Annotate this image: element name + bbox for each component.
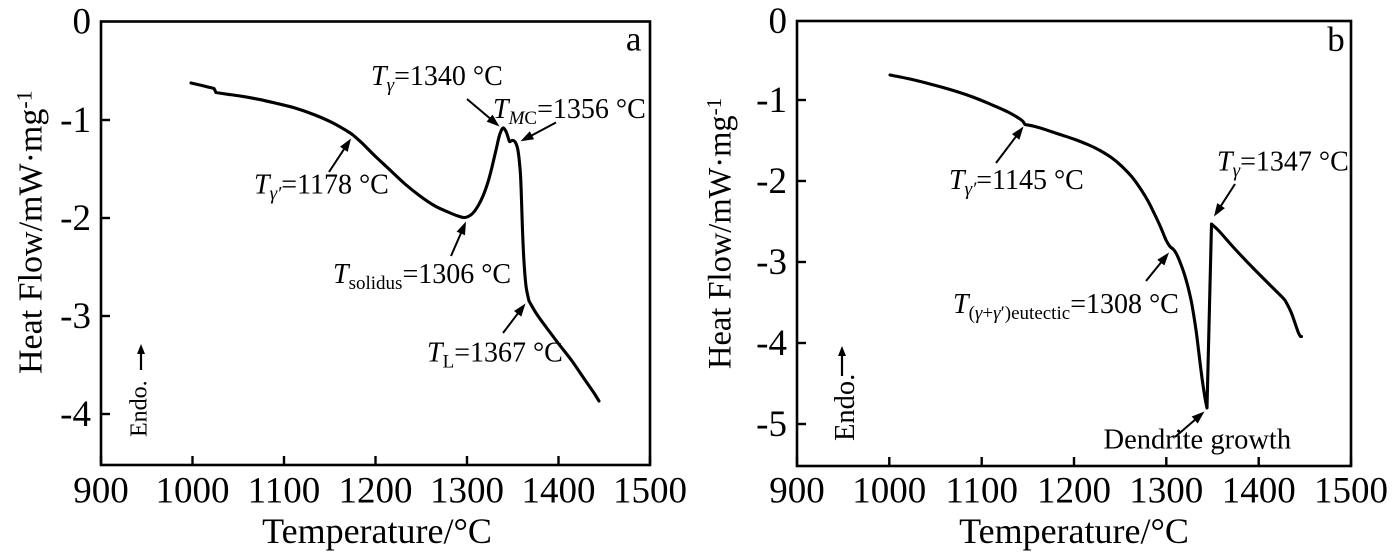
svg-text:TMC=1356 °C: TMC=1356 °C — [493, 94, 646, 129]
svg-text:Tsolidus=1306 °C: Tsolidus=1306 °C — [333, 259, 511, 294]
svg-text:1200: 1200 — [339, 471, 413, 512]
svg-text:1300: 1300 — [1129, 471, 1203, 512]
svg-text:T(γ+γ′)eutectic=1308 °C: T(γ+γ′)eutectic=1308 °C — [953, 289, 1179, 324]
svg-text:1100: 1100 — [945, 471, 1018, 512]
svg-text:-2: -2 — [756, 161, 787, 202]
svg-text:1500: 1500 — [1314, 471, 1388, 512]
svg-text:0: 0 — [73, 2, 92, 43]
svg-text:TL=1367 °C: TL=1367 °C — [427, 338, 563, 373]
svg-text:1300: 1300 — [430, 471, 504, 512]
svg-text:0: 0 — [769, 1, 788, 42]
svg-text:-5: -5 — [756, 404, 787, 445]
svg-text:Heat Flow/mW·mg-1: Heat Flow/mW·mg-1 — [702, 98, 739, 369]
svg-text:1000: 1000 — [852, 471, 926, 512]
svg-text:-3: -3 — [756, 242, 787, 283]
svg-text:900: 900 — [73, 471, 129, 512]
svg-text:1500: 1500 — [613, 471, 687, 512]
svg-text:1200: 1200 — [1037, 471, 1111, 512]
svg-text:900: 900 — [769, 471, 825, 512]
svg-text:1000: 1000 — [156, 471, 230, 512]
svg-text:-3: -3 — [60, 296, 91, 337]
svg-text:-4: -4 — [60, 394, 91, 435]
svg-text:Heat Flow/mW·mg-1: Heat Flow/mW·mg-1 — [11, 90, 49, 374]
svg-text:Temperature/°C: Temperature/°C — [262, 511, 492, 551]
svg-text:Temperature/°C: Temperature/°C — [959, 511, 1189, 551]
svg-text:Tγ′=1145 °C: Tγ′=1145 °C — [949, 165, 1084, 200]
svg-text:-2: -2 — [60, 198, 91, 239]
svg-text:Dendrite growth: Dendrite growth — [1104, 425, 1292, 456]
svg-text:1400: 1400 — [522, 471, 596, 512]
svg-text:Tγ′=1178 °C: Tγ′=1178 °C — [254, 170, 389, 205]
svg-text:1400: 1400 — [1222, 471, 1296, 512]
svg-text:Endo.: Endo. — [127, 380, 153, 437]
svg-text:-1: -1 — [756, 80, 787, 121]
svg-text:-4: -4 — [756, 323, 787, 364]
svg-text:Endo.: Endo. — [830, 374, 861, 441]
svg-text:-1: -1 — [60, 100, 91, 141]
svg-text:a: a — [626, 19, 642, 58]
svg-text:Tγ=1347 °C: Tγ=1347 °C — [1217, 147, 1349, 182]
svg-text:Tγ=1340 °C: Tγ=1340 °C — [371, 61, 503, 96]
svg-text:b: b — [1327, 20, 1345, 59]
svg-text:1100: 1100 — [248, 471, 321, 512]
